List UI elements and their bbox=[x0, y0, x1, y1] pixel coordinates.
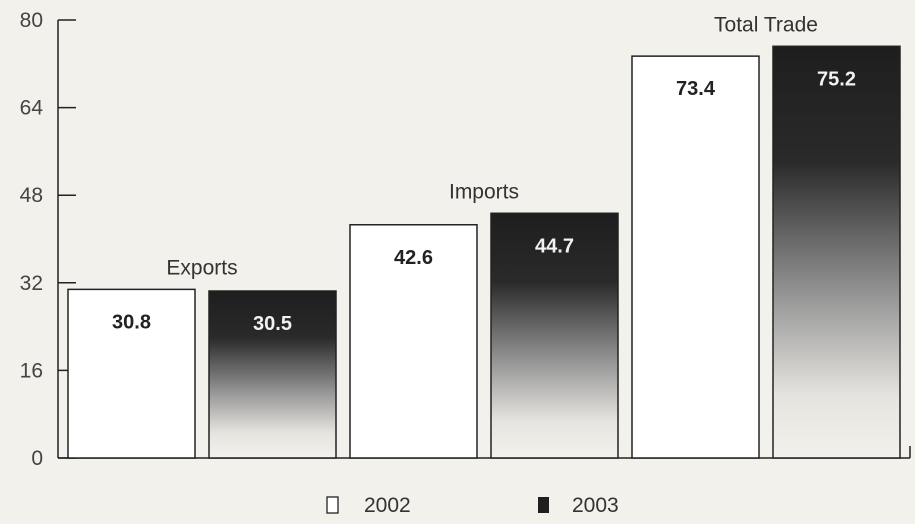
legend-label-2003: 2003 bbox=[572, 494, 619, 517]
bar-2002 bbox=[67, 288, 196, 459]
bar-value-label: 30.8 bbox=[112, 311, 151, 333]
bar-value-label: 75.2 bbox=[817, 68, 856, 90]
category-label: Exports bbox=[166, 256, 237, 279]
legend-label-2002: 2002 bbox=[364, 494, 411, 517]
y-tick-label: 48 bbox=[20, 184, 43, 207]
legend: 2002 2003 bbox=[326, 494, 619, 517]
bar-2002 bbox=[349, 224, 478, 459]
axes: 0 16 32 48 64 80 bbox=[20, 9, 911, 470]
bar-2003-outline bbox=[772, 45, 901, 459]
bar-2003 bbox=[773, 46, 900, 458]
bar-2003 bbox=[209, 291, 336, 458]
bar-2003-outline bbox=[490, 212, 619, 459]
bars: 30.8 30.5 Exports 42.6 44.7 Imports 73.4 75.2 To… bbox=[67, 13, 901, 459]
y-tick-label: 64 bbox=[20, 97, 44, 120]
bar-value-label: 42.6 bbox=[394, 247, 433, 269]
legend-swatch-2002 bbox=[326, 496, 339, 514]
bar-2003-outline bbox=[208, 290, 337, 459]
y-tick-label: 32 bbox=[20, 272, 43, 295]
bar-value-label: 73.4 bbox=[676, 78, 716, 100]
bar-value-label: 30.5 bbox=[253, 313, 292, 335]
y-tick-label: 16 bbox=[20, 359, 43, 382]
legend-swatch-2003 bbox=[538, 497, 549, 513]
bar-value-label: 44.7 bbox=[535, 235, 574, 257]
y-tick-label: 80 bbox=[20, 9, 43, 32]
bar-2003 bbox=[491, 213, 618, 458]
category-label: Imports bbox=[449, 180, 519, 203]
bar-2002 bbox=[631, 55, 760, 459]
category-label: Total Trade bbox=[714, 13, 818, 36]
y-tick-label: 0 bbox=[31, 447, 43, 470]
